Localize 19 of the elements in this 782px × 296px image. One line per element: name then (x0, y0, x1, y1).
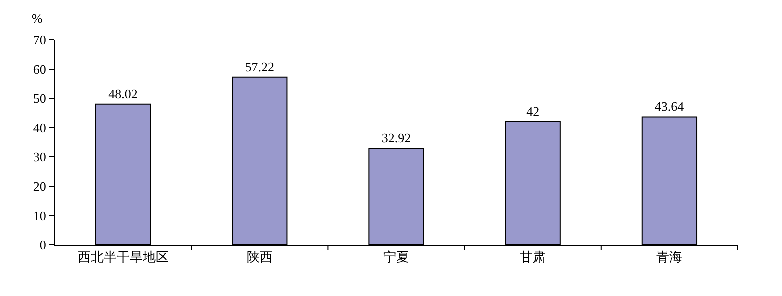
data-label: 57.22 (245, 59, 275, 74)
x-tick-label: 甘肃 (520, 250, 546, 265)
data-label: 42 (526, 104, 540, 119)
data-label: 48.02 (108, 86, 138, 102)
y-tick-label: 40 (33, 120, 46, 136)
y-tick-label: 60 (33, 62, 46, 77)
y-tick-label: 30 (33, 150, 46, 165)
y-axis-title: % (32, 11, 43, 26)
y-tick-label: 0 (40, 238, 46, 253)
y-tick-label: 50 (33, 91, 46, 106)
x-tick-label: 陕西 (246, 250, 273, 265)
data-label: 43.64 (654, 99, 685, 114)
x-tick-label: 西北半干旱地区 (78, 250, 169, 265)
y-tick-label: 20 (33, 178, 46, 194)
x-tick-label: 宁夏 (384, 250, 410, 265)
y-tick-label: 70 (33, 32, 46, 48)
x-tick-label: 青海 (656, 250, 683, 265)
y-tick-label: 10 (33, 208, 46, 224)
data-label: 32.92 (382, 130, 412, 146)
